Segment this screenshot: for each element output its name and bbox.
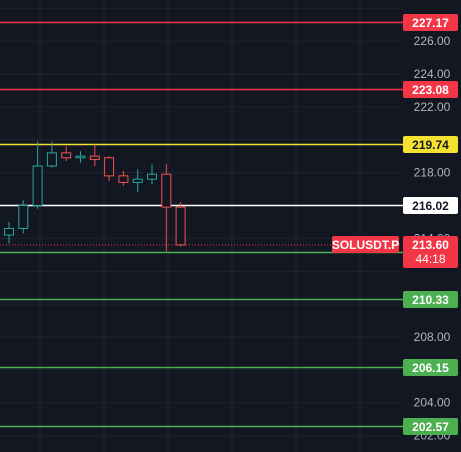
candle-body [18, 204, 29, 229]
axis-tick-label: 222.00 [414, 100, 451, 114]
level-price-label: 223.08 [412, 83, 449, 97]
level-badge [403, 291, 458, 308]
axis-tick-label: 208.00 [414, 330, 451, 344]
candle-body [175, 206, 186, 246]
candle-body [161, 173, 172, 208]
candle-body [104, 157, 115, 177]
axis-tick-label: 218.00 [414, 166, 451, 180]
candle-body [61, 152, 72, 159]
level-price-label: 202.57 [412, 420, 449, 434]
candle-body [32, 165, 43, 206]
level-price-label: 210.33 [412, 293, 449, 307]
bar-countdown-label: 44:18 [415, 252, 445, 266]
symbol-label: SOLUSDT.P [332, 238, 399, 252]
level-price-label: 206.15 [412, 361, 449, 375]
current-price-label: 213.60 [412, 238, 449, 252]
level-badge [403, 418, 458, 435]
candle-body [132, 178, 143, 183]
axis-tick-label: 224.00 [414, 67, 451, 81]
level-price-label: 216.02 [412, 199, 449, 213]
level-price-label: 227.17 [412, 16, 449, 30]
level-price-label: 219.74 [412, 138, 449, 152]
candle-body [147, 173, 157, 180]
current-price-marker: SOLUSDT.P 213.60 44:18 [332, 236, 458, 268]
chart-grid [0, 0, 400, 452]
candle-body [46, 152, 57, 167]
level-badge [403, 14, 458, 31]
candle-body [4, 227, 14, 236]
axis-tick-label: 226.00 [414, 34, 451, 48]
candle-body [89, 155, 100, 160]
level-badge [403, 81, 458, 98]
candlesticks [4, 141, 186, 252]
current-price-badge [403, 236, 458, 268]
level-badge [403, 136, 458, 153]
level-badge [403, 359, 458, 376]
axis-tick-label: 204.00 [414, 396, 451, 410]
level-badge [403, 197, 458, 214]
symbol-badge[interactable] [332, 236, 399, 253]
candle-body [75, 155, 86, 159]
candle-body [118, 175, 129, 183]
